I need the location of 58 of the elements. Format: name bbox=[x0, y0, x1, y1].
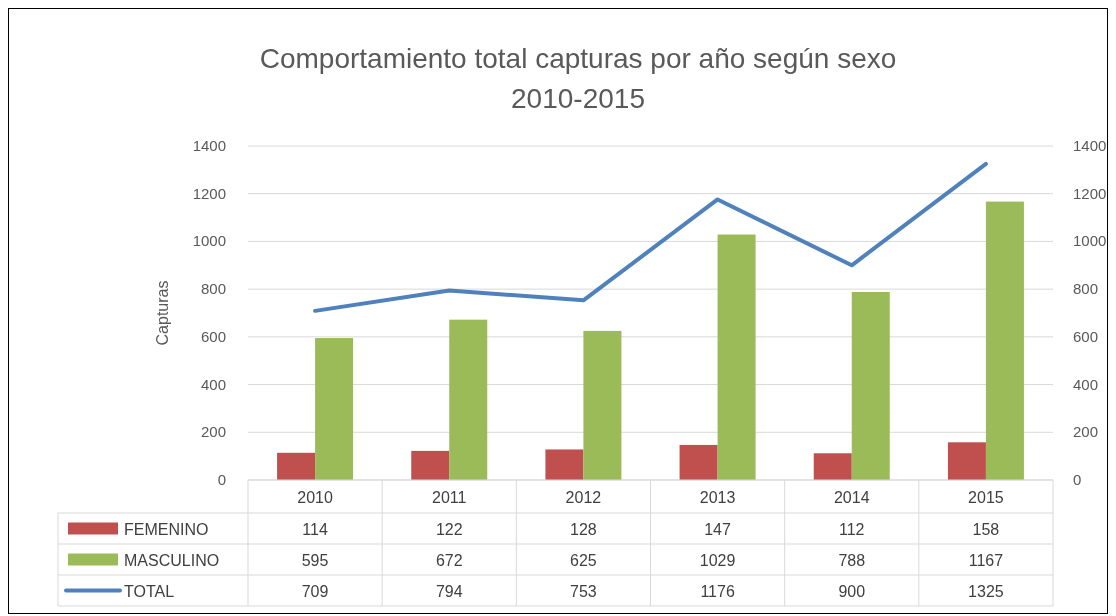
y2-tick-label: 400 bbox=[1073, 375, 1099, 393]
bar bbox=[985, 201, 1024, 480]
data-label: 1325 bbox=[968, 582, 1004, 600]
data-label: 158 bbox=[972, 520, 1000, 538]
y-tick-label: 800 bbox=[200, 280, 226, 298]
bar bbox=[679, 444, 718, 480]
data-label: 1029 bbox=[699, 551, 736, 569]
bar bbox=[947, 442, 986, 480]
data-label: 128 bbox=[570, 520, 597, 538]
data-label: 709 bbox=[301, 582, 329, 600]
data-label: 625 bbox=[570, 551, 597, 569]
x-tick-label: 2011 bbox=[432, 489, 467, 506]
data-label: 147 bbox=[704, 520, 732, 538]
data-label: 112 bbox=[838, 520, 865, 538]
data-label: 1176 bbox=[700, 582, 735, 600]
x-tick-label: 2013 bbox=[699, 489, 736, 506]
data-label: 114 bbox=[302, 520, 328, 538]
bar bbox=[583, 330, 622, 480]
y-tick-label: 400 bbox=[200, 375, 226, 393]
data-label: 794 bbox=[435, 582, 463, 600]
legend-label: TOTAL bbox=[124, 582, 175, 600]
legend-label: MASCULINO bbox=[124, 551, 220, 569]
y-tick-label: 1400 bbox=[192, 137, 226, 154]
y2-tick-label: 1000 bbox=[1073, 232, 1107, 250]
data-label: 788 bbox=[838, 551, 866, 569]
y-tick-label: 200 bbox=[200, 423, 226, 441]
data-label: 122 bbox=[435, 520, 463, 538]
bar bbox=[449, 319, 488, 480]
legend-label: FEMENINO bbox=[124, 520, 209, 538]
bar bbox=[851, 292, 890, 480]
y2-tick-label: 1400 bbox=[1073, 137, 1107, 154]
bar bbox=[717, 234, 756, 480]
y2-tick-label: 1200 bbox=[1073, 184, 1107, 202]
y2-tick-label: 0 bbox=[1073, 471, 1082, 488]
x-tick-label: 2012 bbox=[565, 489, 602, 506]
y-tick-label: 1000 bbox=[192, 232, 226, 250]
data-label: 753 bbox=[570, 582, 597, 600]
bar bbox=[813, 453, 852, 480]
bar bbox=[315, 338, 354, 480]
x-tick-label: 2015 bbox=[968, 489, 1004, 506]
y2-tick-label: 200 bbox=[1073, 423, 1099, 441]
data-label: 672 bbox=[435, 551, 463, 569]
y2-tick-label: 600 bbox=[1073, 327, 1099, 345]
y-tick-label: 600 bbox=[200, 327, 226, 345]
bar bbox=[545, 449, 584, 480]
chart-title: Comportamiento total capturas por año según sexo 2010-2015 bbox=[259, 43, 897, 114]
data-label: 595 bbox=[301, 551, 329, 569]
bar bbox=[277, 452, 316, 480]
y-tick-label: 1200 bbox=[192, 184, 226, 202]
y-tick-label: 0 bbox=[217, 471, 226, 488]
x-tick-label: 2010 bbox=[297, 489, 333, 506]
y-axis-title: Capturas bbox=[154, 280, 171, 346]
line-series bbox=[313, 161, 988, 313]
data-label: 1167 bbox=[968, 551, 1004, 569]
data-label: 900 bbox=[838, 582, 866, 600]
y2-tick-label: 800 bbox=[1073, 280, 1099, 298]
bar bbox=[411, 450, 450, 480]
x-tick-label: 2014 bbox=[833, 489, 870, 506]
